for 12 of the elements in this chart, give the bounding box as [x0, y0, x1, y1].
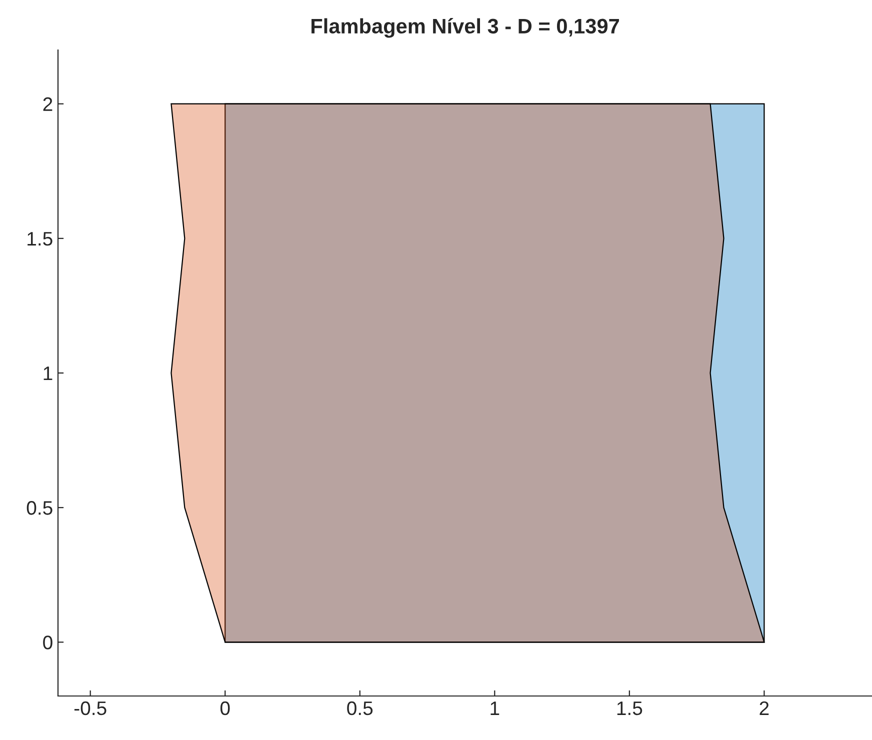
- y-tick-label: 0: [43, 636, 52, 650]
- y-tick-label: 2: [43, 97, 52, 111]
- y-tick-label: 0.5: [26, 501, 52, 515]
- x-tick-label: 2: [760, 701, 769, 715]
- x-tick-label: -0.5: [74, 701, 106, 716]
- x-tick-label: 1.5: [617, 702, 642, 716]
- x-tick-label: 1: [490, 702, 500, 715]
- chart-title: Flambagem Nível 3 - D = 0,1397: [312, 18, 619, 38]
- y-tick-label: 1: [44, 366, 52, 380]
- x-tick-label: 0.5: [347, 701, 373, 716]
- y-tick-label: 1.5: [28, 232, 52, 246]
- x-tick-label: 0: [220, 701, 230, 716]
